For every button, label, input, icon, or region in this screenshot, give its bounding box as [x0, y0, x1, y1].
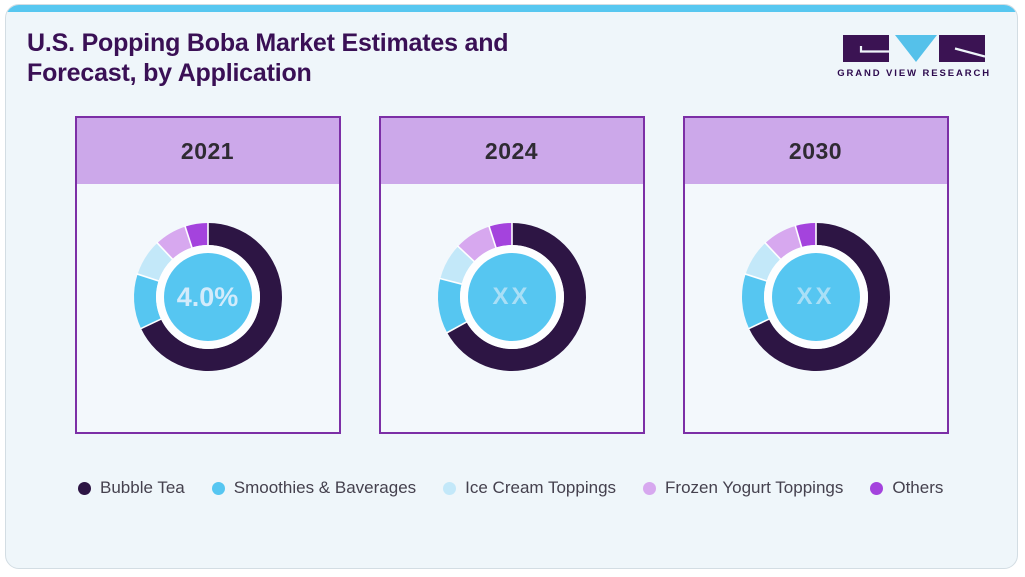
slice-separator: [487, 225, 497, 249]
card-year-label: 2030: [788, 137, 843, 164]
legend-dot-frozen-yogurt-toppings: [643, 481, 657, 495]
page-title-line1: U.S. Popping Boba Market Estimates and: [27, 29, 509, 57]
header-row: U.S. Popping Boba Market Estimates and Fo…: [6, 12, 1017, 88]
donut-slice-others: [184, 223, 208, 248]
card-body: XX: [381, 184, 643, 377]
slice-separator: [183, 225, 193, 249]
slice-separator: [747, 317, 770, 330]
donut-slice-others: [488, 223, 512, 248]
donut-svg-2030: [741, 222, 890, 371]
slice-separator: [438, 277, 463, 286]
legend-item-others: Others: [870, 478, 943, 498]
donut-slice-ice-cream-toppings: [137, 243, 172, 281]
donut-svg-2024: [437, 222, 586, 371]
slice-separator: [763, 241, 782, 261]
card-2024: 2024 XX: [378, 116, 645, 434]
slice-separator: [743, 273, 768, 283]
card-body: XX: [685, 184, 947, 377]
donut-slice-frozen-yogurt-toppings: [764, 225, 801, 260]
year-cards: 2021 4.0% 2024 XX 2030: [6, 116, 1017, 434]
slice-separator: [135, 273, 160, 283]
slice-separator: [139, 317, 162, 330]
legend-label: Smoothies & Baverages: [233, 478, 417, 497]
page-title-line2: Forecast, by Application: [27, 59, 312, 87]
legend-dot-ice-cream-toppings: [443, 481, 457, 495]
donut-slice-smoothies-baverages: [437, 278, 466, 333]
donut-slice-smoothies-baverages: [133, 274, 161, 329]
donut-center-circle: [771, 253, 860, 341]
card-header-2021: 2021: [76, 118, 339, 184]
legend-item-ice-cream-toppings: Ice Cream Toppings: [443, 478, 616, 498]
donut-slice-frozen-yogurt-toppings: [156, 226, 192, 260]
chart-legend: Bubble Tea Smoothies & Baverages Ice Cre…: [78, 478, 1017, 498]
legend-label: Ice Cream Toppings: [465, 478, 617, 497]
legend-item-smoothies-baverages: Smoothies & Baverages: [211, 478, 417, 498]
card-body: 4.0%: [77, 184, 339, 377]
page-title: U.S. Popping Boba Market Estimates and Fo…: [27, 28, 509, 88]
donut-svg-2021: [133, 222, 282, 371]
donut-center-circle: [163, 253, 252, 341]
donut-slice-smoothies-baverages: [741, 274, 769, 329]
slice-separator: [456, 245, 475, 263]
legend-dot-others: [870, 481, 884, 495]
legend-dot-bubble-tea: [78, 481, 91, 495]
card-header-2030: 2030: [684, 118, 947, 184]
logo-text: GRAND VIEW RESEARCH: [837, 68, 991, 79]
legend-label: Frozen Yogurt Toppings: [665, 478, 844, 497]
donut-slice-bubble-tea: [748, 223, 890, 371]
legend-dot-smoothies-baverages: [211, 481, 225, 495]
legend-label: Others: [892, 478, 944, 497]
donut-slice-ice-cream-toppings: [745, 243, 780, 281]
legend-item-bubble-tea: Bubble Tea: [78, 478, 185, 498]
legend-item-frozen-yogurt-toppings: Frozen Yogurt Toppings: [643, 478, 843, 498]
infographic-panel: U.S. Popping Boba Market Estimates and Fo…: [5, 4, 1018, 569]
slice-separator: [155, 241, 174, 261]
card-2021: 2021 4.0%: [74, 116, 341, 434]
legend-label: Bubble Tea: [100, 478, 185, 497]
donut-slice-bubble-tea: [140, 223, 282, 371]
gvr-logo-icon: [843, 35, 986, 62]
donut-center-circle: [467, 253, 556, 341]
donut-slice-frozen-yogurt-toppings: [457, 226, 496, 262]
card-2030: 2030 XX: [682, 116, 949, 434]
donut-slice-bubble-tea: [446, 223, 586, 371]
top-accent-bar: [6, 5, 1017, 12]
card-header-2024: 2024: [380, 118, 643, 184]
slice-separator: [793, 224, 803, 249]
donut-chart-2024: XX: [432, 217, 592, 377]
donut-slice-ice-cream-toppings: [439, 246, 474, 285]
card-year-label: 2021: [180, 137, 235, 164]
brand-logo: GRAND VIEW RESEARCH: [837, 34, 991, 79]
donut-chart-2030: XX: [736, 217, 896, 377]
slice-separator: [445, 320, 468, 334]
donut-chart-2021: 4.0%: [128, 217, 288, 377]
card-year-label: 2024: [484, 137, 539, 164]
